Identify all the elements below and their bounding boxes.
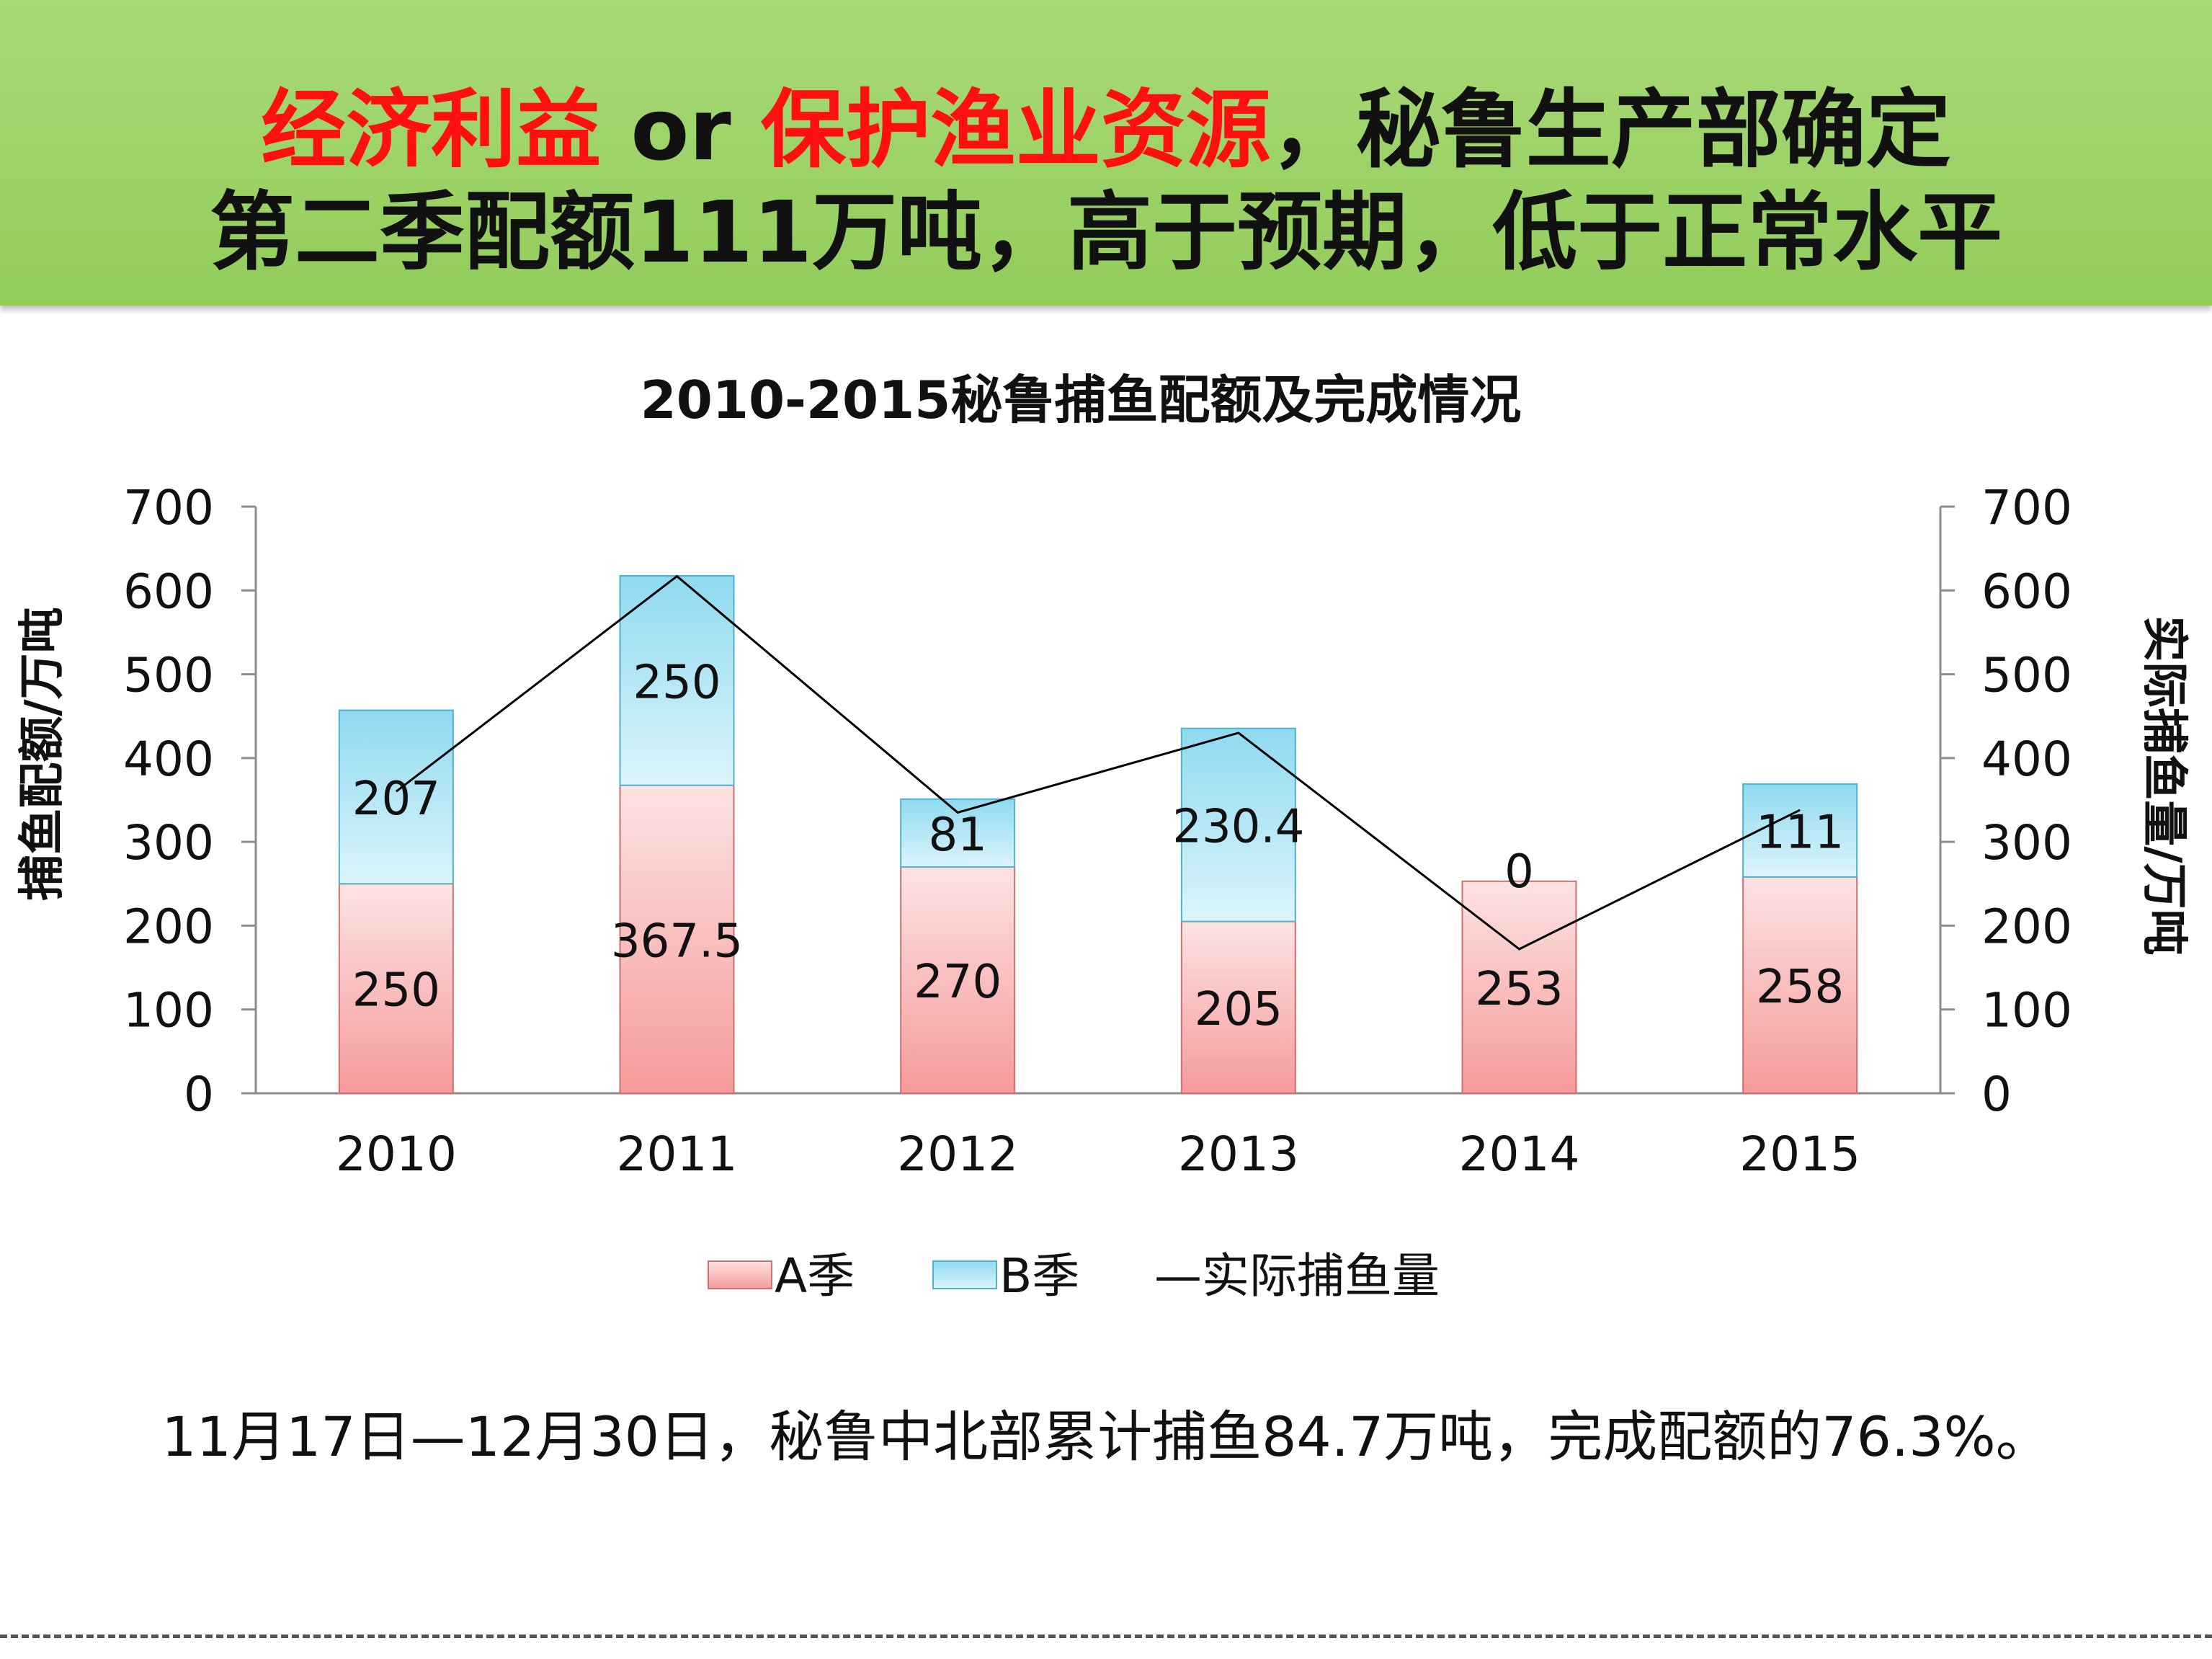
bar-b-label: 111: [1756, 806, 1844, 859]
quota-chart: 2010-2015秘鲁捕鱼配额及完成情况 捕鱼配额/万吨 实际捕鱼量/万吨 0 1…: [16, 370, 2190, 1304]
bar-b-label: 250: [633, 656, 721, 709]
bar-a-label: 270: [914, 956, 1002, 1009]
y-tick-label-right: 100: [1981, 983, 2072, 1038]
title-line-1: 经济利益 or 保护渔业资源，秘鲁生产部确定: [0, 79, 2212, 180]
bar-a-2013: [1180, 920, 1296, 1094]
y-tick-label-left: 700: [123, 480, 214, 535]
x-tick-labels: 2010 2011 2012 2013 2014 2015: [336, 1126, 1860, 1182]
y-tick-label-right: 700: [1981, 480, 2072, 535]
y-ticks-left: 0 100 200 300 400 500 600 700: [123, 480, 256, 1122]
title-banner: 经济利益 or 保护渔业资源，秘鲁生产部确定 第二季配额111万吨，高于预期，低…: [0, 0, 2212, 306]
y-ticks-right: 0 100 200 300 400 500 600 700: [1940, 480, 2072, 1122]
legend-label-b: B季: [999, 1248, 1079, 1304]
bar-b-2015: [1742, 783, 1858, 878]
bar-b-label: 0: [1504, 845, 1534, 899]
bar-b-2012: [900, 798, 1016, 868]
bar-b-2011: [619, 574, 735, 786]
title-line-2: 第二季配额111万吨，高于预期，低于正常水平: [209, 182, 2003, 282]
bar-a-2012: [900, 866, 1016, 1094]
y-tick-label-left: 500: [123, 648, 214, 703]
bar-a-2014: [1461, 880, 1577, 1094]
bar-labels: 250 207 367.5 250 270 81 205 230.4 253 0 258 111: [352, 656, 1844, 1036]
y-tick-label-left: 0: [184, 1067, 214, 1122]
y-tick-label-left: 300: [123, 815, 214, 871]
bar-a-2015: [1742, 876, 1858, 1095]
legend-label-a: A季: [775, 1248, 855, 1304]
y-axis-right-label: 实际捕鱼量/万吨: [2137, 615, 2190, 955]
legend-label-line: —实际捕鱼量: [1154, 1248, 1440, 1304]
bar-b-2013: [1180, 727, 1296, 922]
divider: [0, 1634, 2212, 1638]
x-tick-label: 2013: [1178, 1126, 1299, 1182]
y-axis-left-label: 捕鱼配额/万吨: [16, 607, 69, 900]
actual-catch-line: [395, 574, 1801, 951]
y-tick-label-right: 0: [1981, 1067, 2012, 1122]
y-tick-label-right: 400: [1981, 731, 2072, 787]
x-tick-label: 2014: [1459, 1126, 1580, 1182]
y-tick-label-right: 500: [1981, 648, 2072, 703]
bar-a-label: 250: [352, 964, 440, 1018]
y-tick-label-left: 600: [123, 564, 214, 619]
bar-a-label: 367.5: [611, 915, 743, 968]
x-tick-label: 2010: [336, 1126, 457, 1182]
y-tick-label-right: 200: [1981, 899, 2072, 954]
y-tick-label-left: 100: [123, 983, 214, 1038]
x-tick-label: 2012: [897, 1126, 1018, 1182]
legend: A季 B季 —实际捕鱼量: [708, 1248, 1440, 1304]
bar-a-label: 253: [1475, 963, 1563, 1016]
bar-b-label: 230.4: [1172, 801, 1304, 854]
x-tick-label: 2011: [617, 1126, 738, 1182]
y-tick-label-right: 600: [1981, 564, 2072, 619]
bar-a-label: 258: [1756, 961, 1844, 1014]
title-highlight-1: 经济利益: [261, 80, 602, 179]
bar-b-2010: [338, 709, 454, 885]
actual-catch-polyline: [395, 574, 1801, 951]
bar-a-label: 205: [1195, 983, 1283, 1036]
title-or: or: [601, 80, 761, 179]
chart-title: 2010-2015秘鲁捕鱼配额及完成情况: [641, 370, 1522, 430]
y-tick-label-left: 400: [123, 731, 214, 787]
bar-b-label: 81: [928, 809, 986, 862]
y-tick-label-left: 200: [123, 899, 214, 954]
y-tick-label-right: 300: [1981, 815, 2072, 871]
title-rest-1: ，秘鲁生产部确定: [1270, 80, 1951, 179]
bars: [338, 574, 1858, 1095]
title-highlight-2: 保护渔业资源: [760, 80, 1271, 179]
legend-swatch-a: [708, 1260, 772, 1289]
bar-b-label: 207: [352, 773, 440, 826]
legend-swatch-b: [932, 1260, 997, 1289]
footnote: 11月17日—12月30日，秘鲁中北部累计捕鱼84.7万吨，完成配额的76.3%…: [161, 1405, 2051, 1469]
bar-a-2011: [619, 784, 735, 1095]
x-tick-label: 2015: [1739, 1126, 1860, 1182]
